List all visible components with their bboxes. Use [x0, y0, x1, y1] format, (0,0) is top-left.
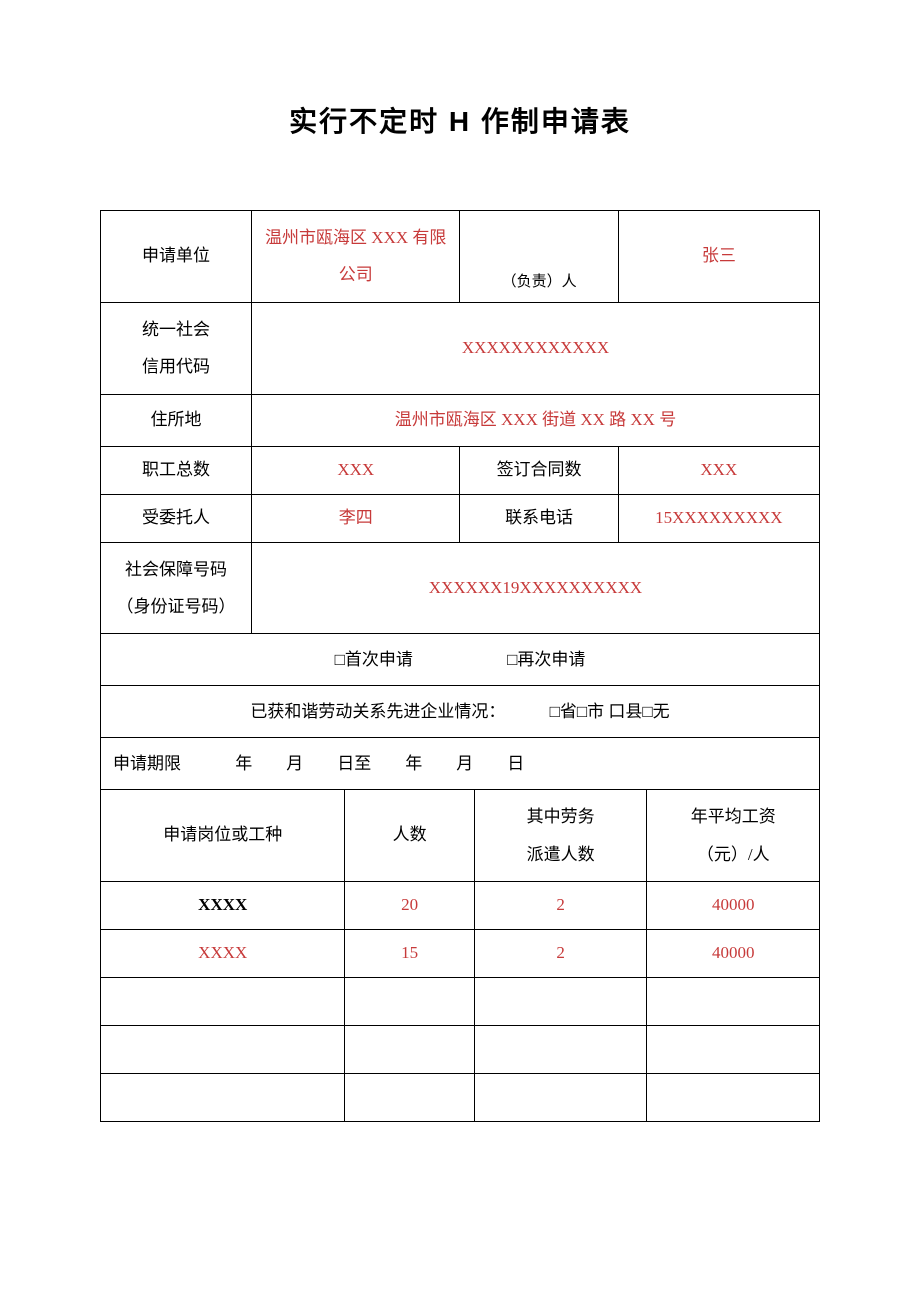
- position-row-dispatch: 2: [474, 882, 647, 930]
- employee-count-value: XXX: [251, 446, 460, 494]
- applicant-unit-value: 温州市瓯海区 XXX 有限公司: [251, 211, 460, 303]
- responsible-person-label: （负责）人: [460, 211, 618, 303]
- award-label: 已获和谐劳动关系先进企业情况：: [250, 697, 505, 728]
- position-header-col1: 申请岗位或工种: [101, 790, 345, 881]
- applicant-unit-label: 申请单位: [101, 211, 252, 303]
- position-row-count: 15: [345, 930, 474, 978]
- period-text: 年 月 日至 年 月 日: [235, 754, 524, 773]
- credit-code-label: 统一社会 信用代码: [101, 302, 252, 394]
- credit-code-label-l2: 信用代码: [142, 357, 210, 376]
- application-type-row: □首次申请 □再次申请: [101, 634, 820, 686]
- position-row-salary: 40000: [647, 882, 820, 930]
- position-row-name: [101, 1026, 345, 1074]
- position-row-name: [101, 1074, 345, 1122]
- form-title: 实行不定时 H 作制申请表: [100, 100, 820, 140]
- employee-count-label: 职工总数: [101, 446, 252, 494]
- position-header-col3-l2: 派遣人数: [527, 845, 595, 864]
- agent-label: 受委托人: [101, 494, 252, 542]
- position-row-dispatch: [474, 1074, 647, 1122]
- position-header-col3-l1: 其中劳务: [527, 807, 595, 826]
- position-row-salary: [647, 1074, 820, 1122]
- award-row: 已获和谐劳动关系先进企业情况： □省□市 口县□无: [101, 686, 820, 738]
- application-form-table: 申请单位 温州市瓯海区 XXX 有限公司 （负责）人 张三 统一社会 信用代码 …: [100, 210, 820, 790]
- responsible-person-value: 张三: [618, 211, 819, 303]
- position-header-col4-l1: 年平均工资: [691, 807, 776, 826]
- position-header-col4-l2: （元）/人: [697, 845, 770, 864]
- contract-count-value: XXX: [618, 446, 819, 494]
- period-label: 申请期限: [113, 749, 181, 780]
- position-row-count: [345, 1026, 474, 1074]
- address-label: 住所地: [101, 394, 252, 446]
- position-row-count: 20: [345, 882, 474, 930]
- phone-value: 15XXXXXXXXX: [618, 494, 819, 542]
- position-header-col3: 其中劳务 派遣人数: [474, 790, 647, 881]
- position-row-dispatch: 2: [474, 930, 647, 978]
- position-header-col4: 年平均工资 （元）/人: [647, 790, 820, 881]
- ssn-label-l1: 社会保障号码: [125, 560, 227, 579]
- again-application-option: □再次申请: [507, 650, 585, 669]
- ssn-value: XXXXXX19XXXXXXXXXX: [251, 542, 819, 634]
- position-row-name: [101, 978, 345, 1026]
- position-table: 申请岗位或工种 人数 其中劳务 派遣人数 年平均工资 （元）/人 XXXX 20…: [100, 790, 820, 1122]
- award-options: □省□市 口县□无: [550, 702, 670, 721]
- ssn-label-l2: （身份证号码）: [116, 597, 235, 616]
- position-row-name: XXXX: [101, 882, 345, 930]
- position-row-salary: [647, 1026, 820, 1074]
- address-value: 温州市瓯海区 XXX 街道 XX 路 XX 号: [251, 394, 819, 446]
- position-row-dispatch: [474, 978, 647, 1026]
- phone-label: 联系电话: [460, 494, 618, 542]
- position-row-name: XXXX: [101, 930, 345, 978]
- agent-value: 李四: [251, 494, 460, 542]
- ssn-label: 社会保障号码 （身份证号码）: [101, 542, 252, 634]
- contract-count-label: 签订合同数: [460, 446, 618, 494]
- position-row-salary: 40000: [647, 930, 820, 978]
- credit-code-label-l1: 统一社会: [142, 320, 210, 339]
- position-row-count: [345, 978, 474, 1026]
- position-row-dispatch: [474, 1026, 647, 1074]
- position-row-count: [345, 1074, 474, 1122]
- position-row-salary: [647, 978, 820, 1026]
- period-row: 申请期限 年 月 日至 年 月 日: [101, 738, 820, 790]
- first-application-option: □首次申请: [335, 645, 413, 676]
- position-header-col2: 人数: [345, 790, 474, 881]
- credit-code-value: XXXXXXXXXXXX: [251, 302, 819, 394]
